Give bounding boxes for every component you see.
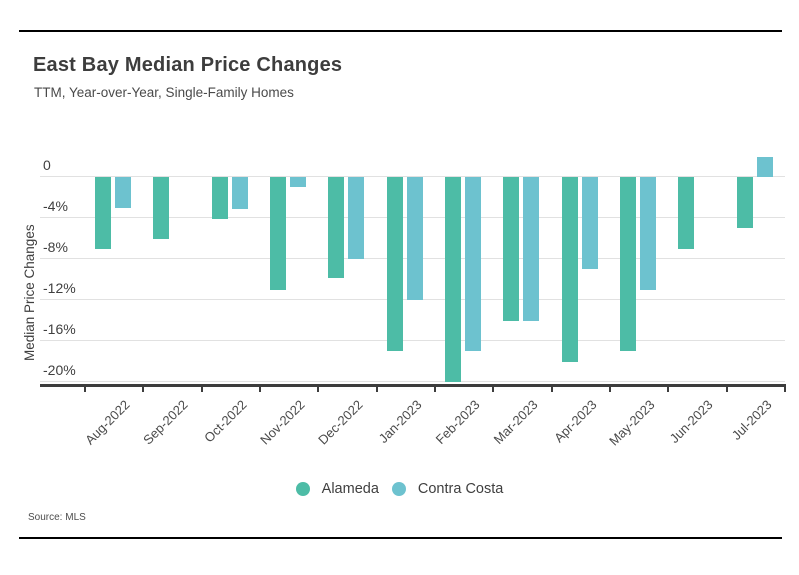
bar-alameda-apr-2023 (561, 177, 578, 362)
bar-contra-costa-oct-2022 (231, 177, 248, 209)
bar-contra-costa-may-2023 (639, 177, 656, 290)
x-axis-tick (667, 384, 670, 392)
bar-contra-costa-jul-2023 (756, 156, 773, 177)
bar-alameda-aug-2022 (95, 177, 111, 249)
y-tick-label: -8% (43, 239, 68, 255)
x-axis-tick (317, 384, 320, 392)
x-axis-tick (375, 384, 378, 392)
y-tick-label: -16% (43, 321, 76, 337)
bottom-divider (19, 537, 782, 539)
y-axis-title: Median Price Changes (22, 224, 37, 362)
bar-alameda-oct-2022 (211, 177, 228, 220)
bar-alameda-jun-2023 (678, 177, 695, 249)
legend-item-contra-costa: Contra Costa (391, 481, 504, 497)
x-axis-tick (433, 384, 436, 392)
legend-label-alameda: Alameda (321, 481, 379, 497)
x-axis-tick (550, 384, 553, 392)
bar-contra-costa-jan-2023 (406, 177, 423, 300)
y-tick-label: -4% (43, 198, 68, 214)
y-tick-label: -20% (43, 362, 76, 378)
top-divider (19, 30, 782, 32)
x-axis-tick (142, 384, 145, 392)
legend-label-contra-costa: Contra Costa (417, 481, 504, 497)
gridline--16% (40, 340, 785, 341)
bar-alameda-jan-2023 (386, 177, 403, 352)
legend-item-alameda: Alameda (295, 481, 379, 497)
gridline--20% (40, 381, 785, 382)
bar-alameda-nov-2022 (269, 177, 286, 290)
legend-swatch-contra-costa (391, 482, 406, 496)
y-tick-label: -12% (43, 280, 76, 296)
gridline-0 (40, 176, 785, 177)
x-axis-tick (725, 384, 728, 392)
x-axis-tick (258, 384, 261, 392)
chart-subtitle: TTM, Year-over-Year, Single-Family Homes (34, 85, 294, 100)
bar-contra-costa-apr-2023 (581, 177, 598, 270)
bar-alameda-dec-2022 (328, 177, 345, 279)
bar-contra-costa-dec-2022 (348, 177, 365, 259)
x-axis-line (40, 384, 785, 387)
bar-contra-costa-aug-2022 (115, 177, 131, 208)
bar-alameda-feb-2023 (444, 177, 461, 382)
source-note: Source: MLS (28, 512, 86, 523)
x-axis-tick (783, 384, 786, 392)
y-tick-label: 0 (43, 157, 51, 173)
bar-contra-costa-mar-2023 (523, 177, 540, 321)
legend-swatch-alameda (295, 482, 310, 496)
chart-legend: Alameda Contra Costa (0, 481, 799, 497)
bar-alameda-may-2023 (619, 177, 636, 352)
chart-title: East Bay Median Price Changes (33, 54, 343, 76)
bar-contra-costa-nov-2022 (289, 177, 306, 188)
x-axis-tick (608, 384, 611, 392)
bar-contra-costa-feb-2023 (464, 177, 481, 352)
x-axis-tick (492, 384, 495, 392)
x-axis-tick (200, 384, 203, 392)
bar-alameda-jul-2023 (736, 177, 753, 229)
bar-alameda-sep-2022 (153, 177, 170, 239)
x-axis-tick (84, 384, 86, 392)
bar-alameda-mar-2023 (503, 177, 520, 321)
